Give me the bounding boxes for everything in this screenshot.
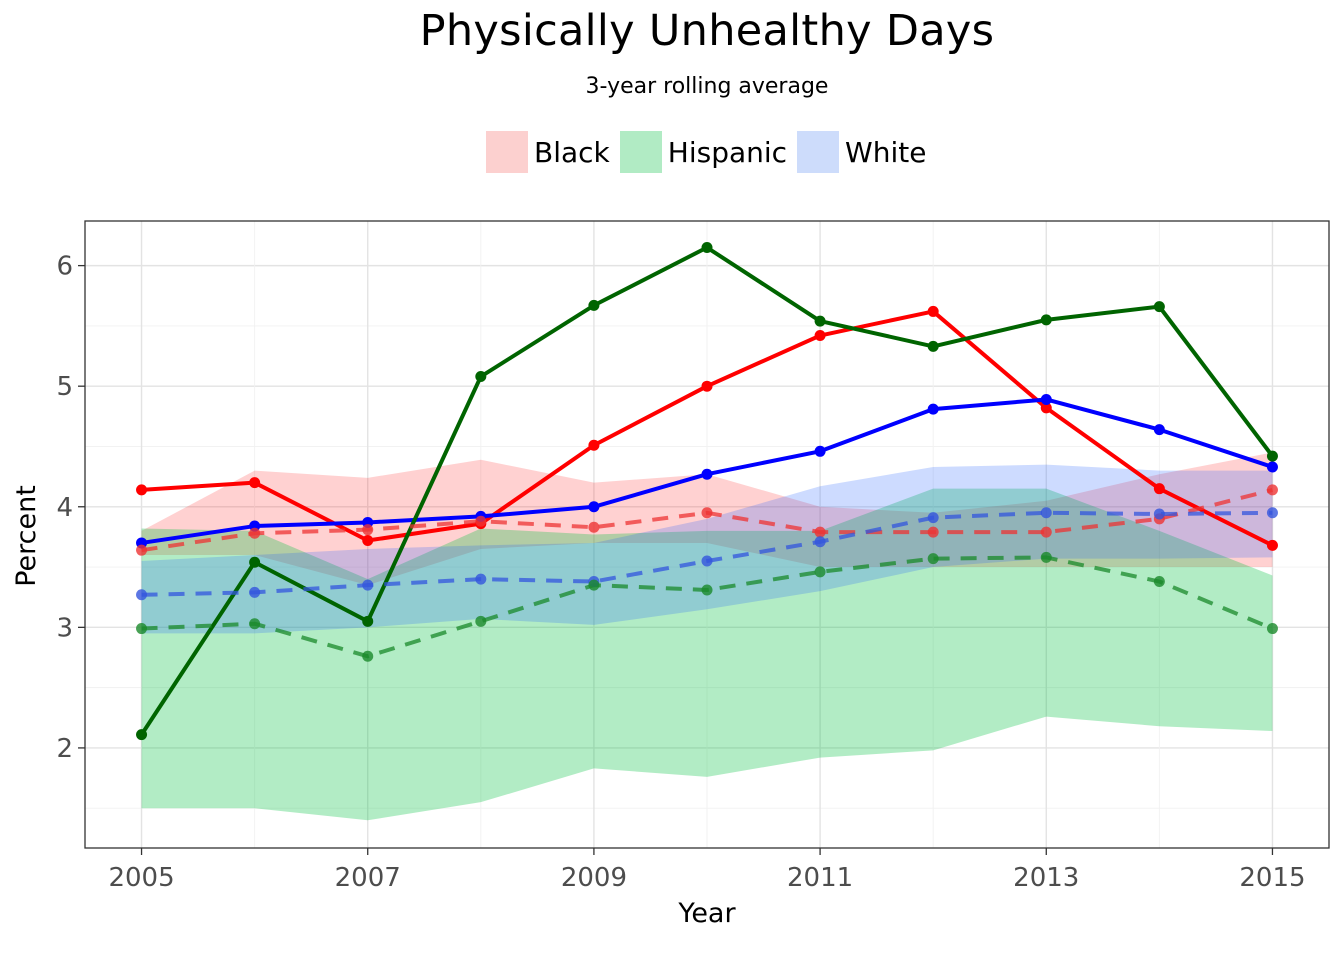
data-point: [1153, 508, 1165, 520]
data-point: [588, 579, 600, 591]
data-point: [701, 380, 713, 392]
data-point: [1153, 576, 1165, 588]
chart-legend: Black Hispanic White: [486, 130, 936, 174]
data-point: [927, 512, 939, 524]
data-point: [1153, 483, 1165, 495]
x-tick-label: 2007: [335, 863, 401, 893]
data-point: [1266, 461, 1278, 473]
data-point: [701, 584, 713, 596]
data-point: [1040, 526, 1052, 538]
data-point: [814, 526, 826, 538]
data-point: [1266, 450, 1278, 462]
data-point: [136, 729, 148, 741]
data-point: [362, 650, 374, 662]
band-white: [141, 464, 1273, 634]
data-point: [362, 615, 374, 627]
data-point: [588, 439, 600, 451]
data-point: [814, 330, 826, 342]
data-point: [249, 527, 261, 539]
data-point: [475, 371, 487, 383]
data-point: [249, 477, 261, 489]
data-point: [1040, 551, 1052, 563]
data-point: [927, 553, 939, 565]
data-point: [475, 573, 487, 585]
legend-item-black: Black: [486, 131, 610, 173]
data-point: [927, 526, 939, 538]
data-point: [814, 536, 826, 548]
y-axis-ticks: 2 3 4 5 6: [56, 252, 85, 764]
data-point: [136, 589, 148, 601]
x-tick-label: 2009: [561, 863, 627, 893]
data-point: [814, 315, 826, 327]
legend-label-black: Black: [534, 135, 610, 169]
x-axis-title: Year: [677, 898, 736, 929]
legend-label-white: White: [845, 135, 927, 169]
legend-key-hispanic: [619, 131, 662, 173]
data-point: [362, 579, 374, 591]
data-point: [136, 484, 148, 496]
data-point: [136, 544, 148, 556]
band-hispanic: [141, 488, 1273, 821]
legend-item-white: White: [797, 131, 926, 173]
legend-key-black: [486, 131, 528, 173]
data-point: [1266, 484, 1278, 496]
x-tick-label: 2015: [1239, 863, 1305, 893]
x-tick-label: 2005: [108, 863, 174, 893]
legend-key-white: [797, 131, 840, 173]
data-point: [814, 566, 826, 578]
data-point: [701, 507, 713, 519]
data-point: [1040, 314, 1052, 326]
data-point: [136, 623, 148, 635]
x-axis-ticks: 2005 2007 2009 2011 2013 2015: [108, 848, 1306, 893]
data-point: [814, 445, 826, 457]
grid-lines: [85, 221, 1329, 848]
data-point: [1040, 402, 1052, 414]
data-point: [701, 555, 713, 567]
data-point: [588, 501, 600, 513]
data-point: [1266, 539, 1278, 551]
data-point: [1153, 301, 1165, 313]
plot-panel-border: [84, 220, 1330, 849]
band-black: [141, 452, 1273, 586]
data-point: [927, 340, 939, 352]
data-point: [1153, 424, 1165, 436]
data-point: [1266, 623, 1278, 635]
confidence-bands: [141, 452, 1273, 821]
data-point: [588, 299, 600, 311]
data-point: [475, 515, 487, 527]
data-point: [701, 468, 713, 480]
data-point: [1266, 507, 1278, 519]
chart-subtitle: 3-year rolling average: [585, 74, 829, 99]
data-point: [362, 535, 374, 547]
data-point: [475, 615, 487, 627]
x-tick-label: 2011: [787, 863, 853, 893]
y-tick-label: 4: [56, 493, 73, 523]
y-axis-title: Percent: [11, 485, 42, 587]
data-point: [588, 521, 600, 533]
series-points: [136, 242, 1278, 741]
data-point: [701, 242, 713, 254]
data-point: [927, 403, 939, 415]
y-tick-label: 3: [56, 613, 73, 643]
data-point: [1040, 507, 1052, 519]
data-point: [249, 586, 261, 598]
legend-item-hispanic: Hispanic: [619, 131, 788, 173]
data-point: [362, 524, 374, 536]
chart-title: Physically Unhealthy Days: [419, 6, 995, 56]
data-point: [249, 556, 261, 568]
data-point: [927, 305, 939, 317]
y-tick-label: 6: [56, 252, 73, 282]
data-point: [1040, 393, 1052, 405]
data-point: [249, 618, 261, 630]
y-tick-label: 5: [56, 372, 73, 402]
x-tick-label: 2013: [1013, 863, 1079, 893]
y-tick-label: 2: [56, 734, 73, 764]
legend-label-hispanic: Hispanic: [667, 135, 788, 169]
